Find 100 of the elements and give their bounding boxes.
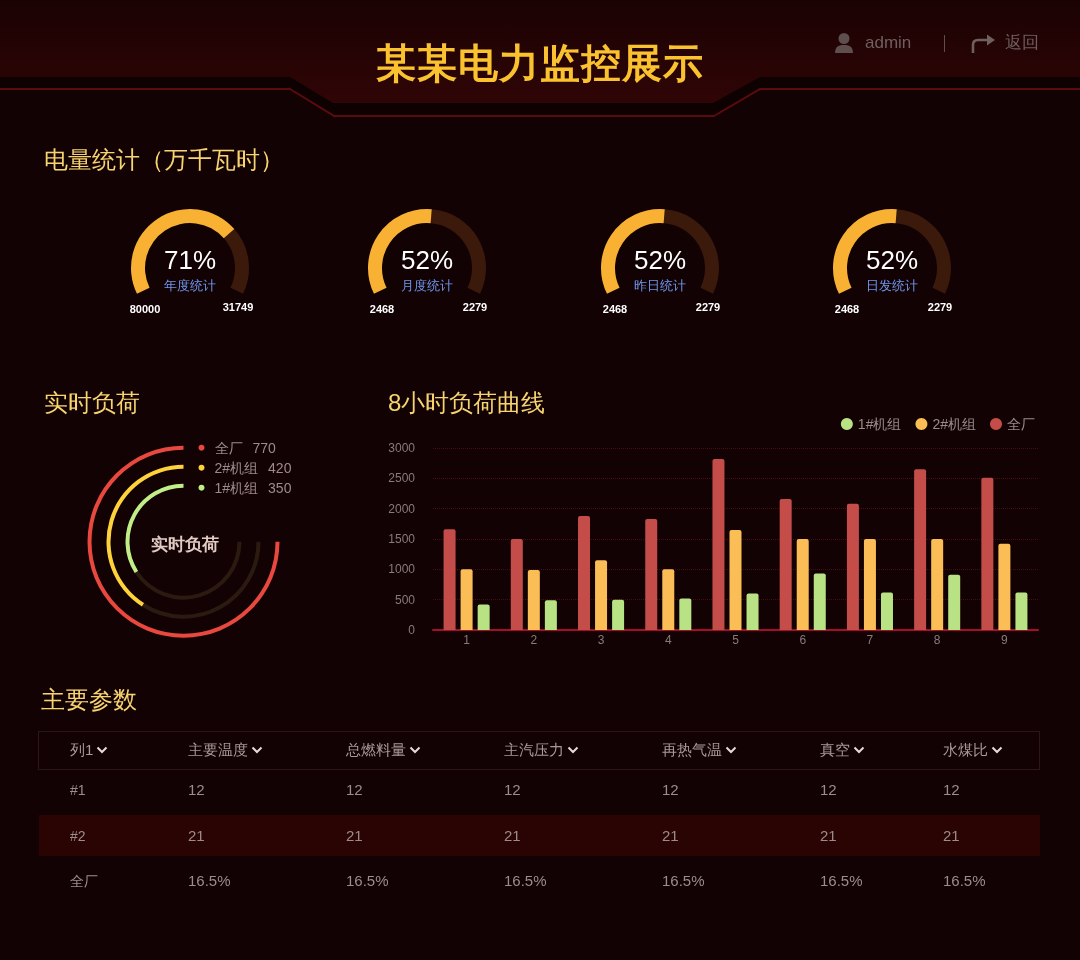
text: 12 xyxy=(188,781,205,798)
text: 昨日统计 xyxy=(634,277,686,293)
bar xyxy=(477,604,490,630)
text: 12 xyxy=(346,781,363,798)
text: 31749 xyxy=(222,301,254,313)
category-label: 真空 xyxy=(820,740,850,760)
bar xyxy=(880,592,893,630)
bar xyxy=(931,539,944,630)
text: 2468 xyxy=(834,303,860,315)
bar xyxy=(712,458,725,630)
legend-label: 2#机组 xyxy=(932,416,977,432)
y-tick-label: 1000 xyxy=(388,562,416,577)
bar xyxy=(729,529,742,630)
text: 日发统计 xyxy=(866,277,918,293)
category-label: 再热气温 xyxy=(662,740,722,760)
data-label: 52% xyxy=(400,245,454,275)
text: 16.5% xyxy=(820,872,863,889)
data-label: 52% xyxy=(633,245,687,275)
text: 80000 xyxy=(129,303,161,315)
category-label: 全厂 xyxy=(214,439,243,456)
x-tick-label: 2 xyxy=(530,633,538,647)
text: 2468 xyxy=(602,303,628,315)
text: 列1 xyxy=(70,740,94,760)
data-label: 420 xyxy=(268,459,292,476)
text: 16.5% xyxy=(504,872,547,889)
legend-label: 1#机组 xyxy=(857,416,902,432)
text: 实时负荷 xyxy=(44,388,140,418)
text: 21 xyxy=(943,826,960,844)
text: 12 xyxy=(504,781,521,798)
bar xyxy=(863,539,876,630)
bar xyxy=(460,569,473,630)
bar xyxy=(544,600,557,630)
text: 2279 xyxy=(462,301,488,313)
text: admin xyxy=(865,32,912,54)
bar xyxy=(662,569,675,630)
text: 某某电力监控展示 xyxy=(376,41,704,85)
bar xyxy=(443,529,456,630)
category-label: 2#机组 xyxy=(214,459,259,476)
x-tick-label: 6 xyxy=(799,633,807,647)
text: 12 xyxy=(820,781,837,798)
text: 年度统计 xyxy=(164,277,216,293)
bar xyxy=(981,477,994,630)
bar xyxy=(796,539,809,630)
category-label: 总燃料量 xyxy=(346,740,406,760)
text: 月度统计 xyxy=(401,277,453,293)
y-tick-label: 0 xyxy=(408,623,416,637)
bar xyxy=(1015,592,1028,630)
bar xyxy=(813,573,826,630)
bar xyxy=(746,593,759,630)
y-tick-label: 2500 xyxy=(388,471,416,486)
category-label: 全厂 xyxy=(70,873,98,889)
bar xyxy=(595,560,608,630)
bar xyxy=(612,599,625,630)
data-label: 52% xyxy=(865,245,919,275)
legend-label: 全厂 xyxy=(1007,416,1035,432)
bar xyxy=(948,574,961,630)
bar xyxy=(846,503,859,630)
category-label: 水煤比 xyxy=(943,740,988,760)
x-tick-label: 1 xyxy=(463,633,471,647)
text: 16.5% xyxy=(943,872,986,889)
x-tick-label: 5 xyxy=(732,633,740,647)
text: 返回 xyxy=(1005,32,1039,54)
text: 21 xyxy=(188,826,205,844)
text: 16.5% xyxy=(662,872,705,889)
text: 21 xyxy=(820,826,837,844)
x-tick-label: 7 xyxy=(866,633,874,647)
bar xyxy=(510,539,523,630)
bar xyxy=(779,498,792,630)
data-label: 770 xyxy=(252,439,277,456)
text: 2468 xyxy=(369,303,395,315)
y-tick-label: 1500 xyxy=(388,532,416,546)
text: 12 xyxy=(662,781,679,798)
text: 21 xyxy=(662,826,679,844)
data-label: 71% xyxy=(163,245,217,275)
text: 电量统计（万千瓦时） xyxy=(44,145,284,175)
category-label: #2 xyxy=(70,827,86,844)
bar xyxy=(645,518,658,630)
y-tick-label: 500 xyxy=(394,592,416,607)
text: 实时负荷 xyxy=(150,535,219,555)
text: 16.5% xyxy=(188,872,231,889)
text: 21 xyxy=(346,826,363,844)
chart-title: 8小时负荷曲线 xyxy=(388,388,546,418)
text: 2279 xyxy=(695,301,721,313)
x-tick-label: 9 xyxy=(1001,633,1009,647)
category-label: 主汽压力 xyxy=(504,740,564,760)
category-label: 主要温度 xyxy=(188,740,248,760)
text: 16.5% xyxy=(346,872,389,889)
text: 12 xyxy=(943,781,960,798)
bar xyxy=(998,543,1011,630)
category-label: 1#机组 xyxy=(214,479,259,496)
bar xyxy=(527,569,540,630)
bar xyxy=(914,469,927,630)
x-tick-label: 8 xyxy=(933,633,941,647)
y-tick-label: 3000 xyxy=(388,441,416,455)
bar xyxy=(679,598,692,630)
category-label: #1 xyxy=(70,782,86,798)
text: 主要参数 xyxy=(41,685,137,715)
data-label: 350 xyxy=(268,479,292,496)
text: 21 xyxy=(504,826,521,844)
y-tick-label: 2000 xyxy=(388,501,416,516)
